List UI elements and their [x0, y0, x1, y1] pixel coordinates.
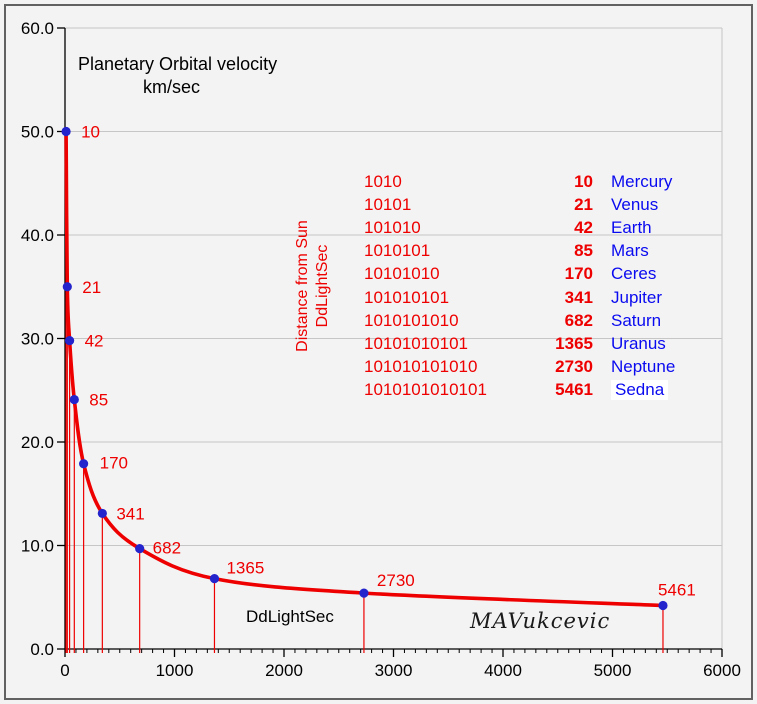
table-binary-cell: 1010101010: [364, 310, 459, 330]
y-tick-label: 30.0: [21, 330, 54, 349]
table-binary-cell: 10101010101: [364, 333, 469, 353]
x-tick-label: 2000: [265, 661, 303, 680]
x-tick-label: 1000: [156, 661, 194, 680]
x-axis-caption: DdLightSec: [246, 607, 334, 626]
table-binary-cell: 101010101: [364, 287, 450, 307]
table-planet-cell: Neptune: [611, 357, 676, 377]
table-binary-cell: 1010101: [364, 241, 431, 261]
table-binary-cell: 1010: [364, 171, 402, 191]
distance-axis-label-line1: Distance from Sun: [294, 220, 311, 352]
data-point-label: 21: [82, 278, 101, 297]
data-point-marker: [64, 335, 75, 346]
data-point-marker: [62, 282, 72, 292]
table-planet-cell: Mars: [611, 241, 649, 261]
table-value-cell: 10: [574, 171, 593, 191]
data-point-marker: [79, 459, 89, 469]
y-tick-label: 0.0: [30, 640, 54, 659]
data-point-label: 5461: [658, 581, 696, 600]
data-point-marker: [69, 394, 79, 405]
table-planet-cell: Uranus: [611, 333, 666, 353]
table-value-cell: 1365: [555, 333, 593, 353]
table-row: 101010101010 2730 Neptune: [364, 356, 675, 379]
table-binary-cell: 101010101010: [364, 357, 478, 377]
table-value-cell: 21: [574, 194, 593, 214]
chart-units-label: km/sec: [143, 77, 201, 97]
table-planet-cell: Jupiter: [611, 287, 663, 307]
y-tick-label: 20.0: [21, 433, 54, 452]
data-point-label: 682: [153, 539, 181, 558]
table-planet-cell: Earth: [611, 217, 652, 237]
table-row: 101010 42 Earth: [364, 216, 675, 239]
table-planet-cell: Sedna: [611, 380, 669, 401]
data-point-marker: [97, 508, 107, 519]
table-binary-cell: 10101010: [364, 264, 440, 284]
data-point-label: 10: [81, 123, 100, 142]
table-value-cell: 170: [564, 264, 593, 284]
x-tick-label: 3000: [375, 661, 413, 680]
y-tick-label: 60.0: [21, 19, 54, 38]
data-point-marker: [658, 600, 668, 611]
x-tick-label: 6000: [703, 661, 741, 680]
data-point-label: 341: [116, 504, 144, 523]
data-point-label: 170: [100, 454, 128, 473]
table-value-cell: 341: [564, 287, 593, 307]
table-row: 1010 10 Mercury: [364, 170, 675, 193]
table-planet-cell: Venus: [611, 194, 659, 214]
distance-axis-rotated-label: Distance from Sun DdLightSec: [293, 196, 333, 376]
table-value-cell: 42: [574, 217, 593, 237]
table-planet-cell: Saturn: [611, 310, 662, 330]
data-point-label: 1365: [226, 559, 264, 578]
planet-distance-table: 1010 10 Mercury 10101 21 Venus 101010 42 Earth 10…: [364, 170, 675, 402]
x-tick-label: 4000: [484, 661, 522, 680]
table-value-cell: 85: [574, 241, 593, 261]
data-point-marker: [209, 574, 220, 584]
table-row: 1010101010 682 Saturn: [364, 309, 675, 332]
table-row: 101010101 341 Jupiter: [364, 286, 675, 309]
table-row: 10101010101 1365 Uranus: [364, 332, 675, 355]
x-tick-label: 5000: [594, 661, 632, 680]
data-point-label: 42: [85, 332, 104, 351]
table-row: 1010101010101 5461 Sedna: [364, 379, 675, 402]
table-binary-cell: 10101: [364, 194, 412, 214]
data-point-marker: [135, 544, 145, 554]
x-tick-label: 0: [60, 661, 69, 680]
y-tick-label: 50.0: [21, 123, 54, 142]
table-value-cell: 682: [564, 310, 593, 330]
table-row: 10101010 170 Ceres: [364, 263, 675, 286]
chart-title: Planetary Orbital velocity: [78, 54, 278, 74]
y-tick-label: 40.0: [21, 226, 54, 245]
table-value-cell: 5461: [555, 380, 593, 400]
table-planet-cell: Mercury: [611, 171, 673, 191]
table-planet-cell: Ceres: [611, 264, 657, 284]
table-binary-cell: 101010: [364, 217, 421, 237]
data-point-marker: [359, 588, 369, 598]
table-row: 10101 21 Venus: [364, 193, 675, 216]
author-watermark: MAVukcevic: [470, 609, 611, 633]
table-value-cell: 2730: [555, 357, 593, 377]
data-point-label: 2730: [377, 571, 415, 590]
table-row: 1010101 85 Mars: [364, 240, 675, 263]
data-point-marker: [61, 126, 71, 137]
y-tick-label: 10.0: [21, 537, 54, 556]
table-binary-cell: 1010101010101: [364, 380, 487, 400]
distance-axis-label-line2: DdLightSec: [314, 244, 331, 328]
data-point-label: 85: [89, 391, 108, 410]
